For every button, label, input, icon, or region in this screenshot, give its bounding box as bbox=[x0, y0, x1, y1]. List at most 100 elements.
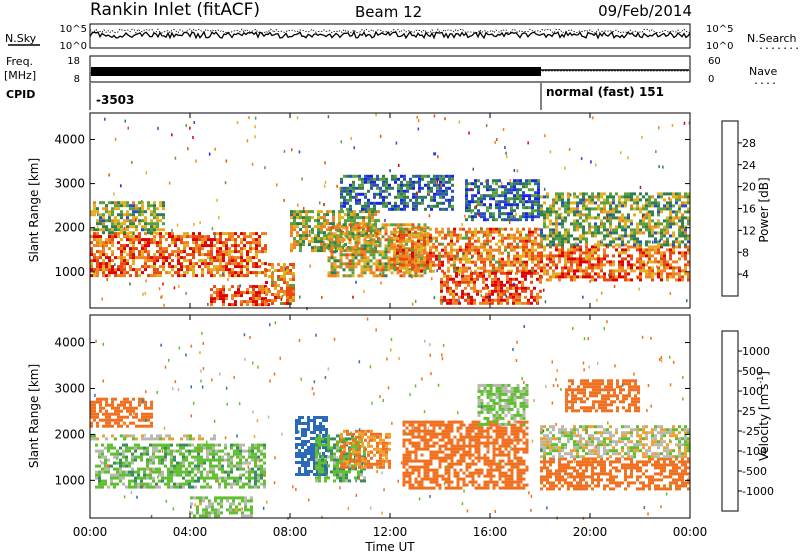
scatter-cell bbox=[555, 210, 558, 214]
scatter-cell bbox=[456, 248, 459, 252]
scatter-cell bbox=[311, 237, 314, 241]
scatter-cell bbox=[570, 263, 573, 267]
scatter-cell bbox=[472, 167, 474, 171]
scatter-cell bbox=[612, 245, 615, 249]
nsky-tick-bottom-left: 10^0 bbox=[60, 41, 87, 52]
scatter-cell bbox=[387, 265, 391, 269]
scatter-cell bbox=[450, 248, 453, 252]
scatter-cell bbox=[537, 257, 540, 261]
scatter-cell bbox=[114, 271, 117, 275]
scatter-cell bbox=[358, 201, 361, 205]
scatter-cell bbox=[141, 434, 144, 438]
scatter-cell bbox=[370, 174, 373, 178]
scatter-cell bbox=[314, 219, 317, 223]
scatter-cell bbox=[498, 179, 501, 183]
scatter-cell bbox=[477, 179, 480, 183]
scatter-cell bbox=[441, 248, 444, 252]
scatter-cell bbox=[252, 271, 255, 275]
scatter-cell bbox=[206, 482, 209, 486]
scatter-cell bbox=[360, 265, 364, 269]
scatter-cell bbox=[150, 421, 153, 425]
scatter-cell bbox=[624, 216, 627, 220]
scatter-cell bbox=[564, 260, 567, 264]
scatter-cell bbox=[252, 241, 255, 245]
scatter-cell bbox=[620, 151, 622, 155]
scatter-cell bbox=[447, 242, 450, 246]
scatter-cell bbox=[123, 226, 126, 230]
scatter-cell bbox=[442, 174, 445, 178]
scatter-cell bbox=[237, 294, 240, 298]
scatter-cell bbox=[194, 473, 197, 477]
scatter-cell bbox=[261, 291, 264, 295]
scatter-cell bbox=[480, 294, 482, 298]
scatter-cell bbox=[218, 485, 221, 489]
scatter-cell bbox=[236, 464, 239, 468]
scatter-cell bbox=[233, 479, 236, 483]
scatter-cell bbox=[293, 246, 296, 250]
scatter-cell bbox=[156, 219, 159, 223]
scatter-cell bbox=[240, 232, 243, 236]
scatter-cell bbox=[515, 277, 518, 281]
scatter-cell bbox=[480, 200, 483, 204]
scatter-cell bbox=[153, 231, 156, 235]
scatter-cell bbox=[348, 232, 352, 236]
scatter-cell bbox=[197, 464, 200, 468]
scatter-cell bbox=[105, 415, 108, 419]
scatter-cell bbox=[525, 242, 528, 246]
scatter-cell bbox=[120, 259, 123, 263]
scatter-cell bbox=[339, 232, 343, 236]
scatter-cell bbox=[323, 234, 326, 238]
scatter-cell bbox=[449, 286, 452, 290]
scatter-cell bbox=[417, 245, 420, 249]
scatter-cell bbox=[370, 180, 373, 184]
scatter-cell bbox=[185, 482, 188, 486]
scatter-cell bbox=[527, 271, 530, 275]
scatter-cell bbox=[621, 240, 624, 244]
scatter-cell bbox=[349, 174, 352, 178]
scatter-cell bbox=[289, 284, 292, 287]
scatter-cell bbox=[513, 263, 516, 267]
scatter-cell bbox=[159, 213, 162, 217]
scatter-cell bbox=[382, 195, 385, 199]
scatter-cell bbox=[498, 194, 501, 198]
scatter-cell bbox=[585, 275, 588, 279]
scatter-cell bbox=[414, 259, 418, 263]
scatter-cell bbox=[645, 213, 648, 217]
scatter-cell bbox=[330, 271, 334, 275]
scatter-cell bbox=[222, 285, 225, 289]
scatter-cell bbox=[485, 301, 488, 305]
scatter-cell bbox=[350, 213, 353, 217]
scatter-cell bbox=[582, 228, 585, 232]
scatter-cell bbox=[584, 200, 587, 204]
scatter-cell bbox=[642, 225, 645, 229]
scatter-cell bbox=[143, 449, 146, 453]
scatter-cell bbox=[429, 236, 432, 240]
scatter-cell bbox=[459, 260, 462, 264]
scatter-cell bbox=[453, 269, 456, 273]
scatter-cell bbox=[462, 266, 465, 270]
scatter-cell bbox=[558, 257, 560, 261]
scatter-cell bbox=[381, 223, 385, 227]
scatter-cell bbox=[642, 260, 645, 264]
scatter-cell bbox=[433, 296, 436, 300]
scatter-cell bbox=[301, 473, 304, 476]
scatter-cell bbox=[122, 473, 125, 477]
scatter-cell bbox=[265, 293, 268, 296]
scatter-cell bbox=[155, 455, 158, 459]
scatter-cell bbox=[176, 464, 179, 468]
scatter-cell bbox=[420, 245, 423, 249]
power-ylabel: Slant Range [km] bbox=[27, 158, 41, 262]
scatter-cell bbox=[231, 250, 234, 254]
scatter-cell bbox=[332, 213, 335, 217]
scatter-cell bbox=[658, 126, 660, 130]
scatter-cell bbox=[603, 278, 606, 282]
scatter-cell bbox=[111, 238, 114, 242]
scatter-cell bbox=[385, 195, 388, 199]
scatter-cell bbox=[648, 231, 651, 235]
scatter-cell bbox=[429, 239, 432, 243]
scatter-cell bbox=[107, 485, 110, 489]
scatter-cell bbox=[248, 467, 251, 471]
scatter-cell bbox=[274, 299, 277, 302]
scatter-cell bbox=[102, 201, 105, 205]
scatter-cell bbox=[304, 449, 307, 452]
